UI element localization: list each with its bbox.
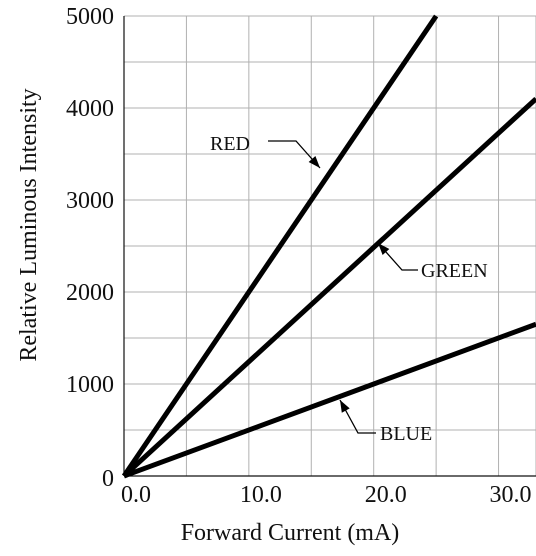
series-label-blue: BLUE [380, 423, 432, 445]
y-tick-label: 1000 [66, 372, 114, 398]
tick-labels: 0 1000 2000 3000 4000 5000 0.0 10.0 20.0 30.0 [66, 4, 532, 508]
arrowhead-green [378, 243, 390, 255]
x-tick-label: 0.0 [121, 482, 151, 508]
arrowhead-red [308, 156, 320, 168]
x-tick-label: 10.0 [240, 482, 282, 508]
y-tick-label: 2000 [66, 280, 114, 306]
series-label-green: GREEN [421, 260, 488, 282]
leader-line-blue [339, 399, 376, 434]
series-line-red [121, 14, 439, 478]
series-line-blue [123, 321, 536, 479]
x-tick-label: 30.0 [490, 482, 532, 508]
y-tick-label: 4000 [66, 96, 114, 122]
y-tick-label: 3000 [66, 188, 114, 214]
series-annotations: RED GREEN BLUE [210, 133, 488, 445]
arrowhead-blue [340, 400, 350, 413]
series-lines [121, 14, 536, 479]
series-label-red: RED [210, 133, 250, 155]
y-tick-label: 5000 [66, 4, 114, 30]
y-tick-label: 0 [102, 466, 114, 492]
y-axis-label: Relative Luminous Intensity [16, 88, 42, 361]
leader-line-red [268, 140, 321, 169]
grid [123, 15, 536, 477]
x-tick-label: 20.0 [365, 482, 407, 508]
leader-line-green [377, 242, 418, 271]
series-line-green [122, 96, 536, 478]
x-axis-label: Forward Current (mA) [181, 520, 400, 546]
